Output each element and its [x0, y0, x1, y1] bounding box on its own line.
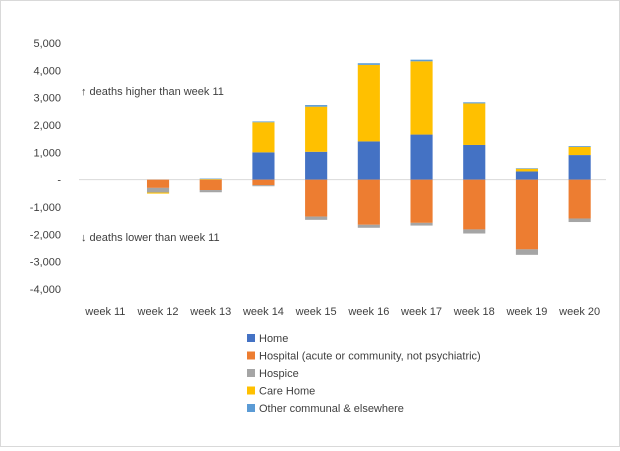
bar-segment — [252, 179, 275, 186]
y-tick-label: -4,000 — [30, 284, 61, 296]
legend-label: Hospital (acute or community, not psychi… — [259, 351, 481, 363]
bar-segment — [146, 187, 170, 193]
x-tick-label: week 18 — [453, 306, 495, 318]
bar-segment — [252, 185, 275, 187]
x-axis-ticks: week 11 week 12 week 13 week 14 week 15 week … — [84, 306, 600, 318]
y-tick-label: 2,000 — [33, 120, 61, 132]
y-tick-label: 3,000 — [33, 93, 61, 105]
bar-segment — [252, 152, 275, 180]
x-tick-label: week 19 — [505, 306, 547, 318]
legend: Home Hospital (acute or community, not ps… — [247, 333, 481, 415]
bar-segment — [199, 178, 222, 180]
x-tick-label: week 11 — [84, 306, 125, 318]
y-tick-label: -2,000 — [30, 229, 61, 241]
legend-swatch — [247, 386, 255, 395]
x-tick-label: week 14 — [242, 306, 284, 318]
y-tick-label: 1,000 — [33, 147, 61, 159]
bar-segment — [252, 121, 275, 123]
bar-segment — [357, 64, 380, 142]
bar-segment — [357, 179, 380, 225]
y-tick-label: 4,000 — [33, 65, 61, 77]
bar-segment — [357, 224, 380, 228]
x-tick-label: week 15 — [295, 306, 337, 318]
bar-segment — [305, 105, 328, 107]
bar-segment — [568, 179, 591, 219]
bar-segment — [410, 134, 433, 180]
bar-segment — [463, 103, 486, 145]
legend-swatch — [247, 334, 255, 342]
bar-segment — [199, 190, 222, 193]
bar-segment — [568, 146, 591, 156]
y-tick-label: -1,000 — [30, 202, 61, 214]
bar-segment — [410, 61, 433, 135]
bar-segment — [305, 106, 328, 152]
legend-label: Care Home — [259, 386, 315, 398]
bar-segment — [305, 151, 328, 180]
annotation-below: ↓ deaths lower than week 11 — [81, 232, 220, 244]
legend-label: Home — [259, 333, 288, 345]
annotation-above: ↑ deaths higher than week 11 — [81, 86, 224, 98]
y-tick-label: - — [57, 175, 61, 187]
bar-segment — [515, 179, 539, 250]
legend-label: Other communal & elsewhere — [259, 403, 404, 415]
x-tick-label: week 17 — [400, 306, 442, 318]
bar-segment — [252, 122, 275, 153]
bar-segment — [463, 179, 486, 230]
legend-swatch — [247, 351, 255, 360]
bar-segment — [568, 146, 591, 147]
bar-segment — [410, 222, 433, 226]
bars — [146, 59, 591, 255]
bar-segment — [146, 192, 170, 194]
bar-segment — [463, 102, 486, 104]
bar-segment — [199, 179, 222, 191]
legend-swatch — [247, 369, 255, 377]
bar-segment — [515, 249, 539, 255]
x-tick-label: week 20 — [558, 306, 600, 318]
bar-segment — [515, 168, 539, 172]
bar-segment — [305, 216, 328, 220]
legend-label: Hospice — [259, 368, 299, 380]
bar-segment — [568, 155, 591, 180]
legend-swatch — [247, 404, 255, 412]
bar-segment — [357, 63, 380, 65]
y-tick-label: 5,000 — [33, 38, 61, 50]
bar-segment — [515, 168, 539, 169]
bar-segment — [357, 141, 380, 180]
x-tick-label: week 16 — [347, 306, 389, 318]
bar-segment — [463, 229, 486, 234]
bar-segment — [410, 179, 433, 223]
bar-segment — [463, 144, 486, 180]
bar-segment — [410, 59, 433, 62]
y-axis-ticks: 5,000 4,000 3,000 2,000 1,000 - -1,000 -2,000 -3… — [30, 38, 62, 296]
bar-segment — [305, 179, 328, 217]
bar-segment — [515, 171, 539, 180]
bar-segment — [199, 179, 222, 180]
bar-segment — [568, 218, 591, 223]
bar-segment — [146, 179, 170, 188]
x-tick-label: week 13 — [189, 306, 231, 318]
x-tick-label: week 12 — [137, 306, 179, 318]
y-tick-label: -3,000 — [30, 257, 61, 269]
